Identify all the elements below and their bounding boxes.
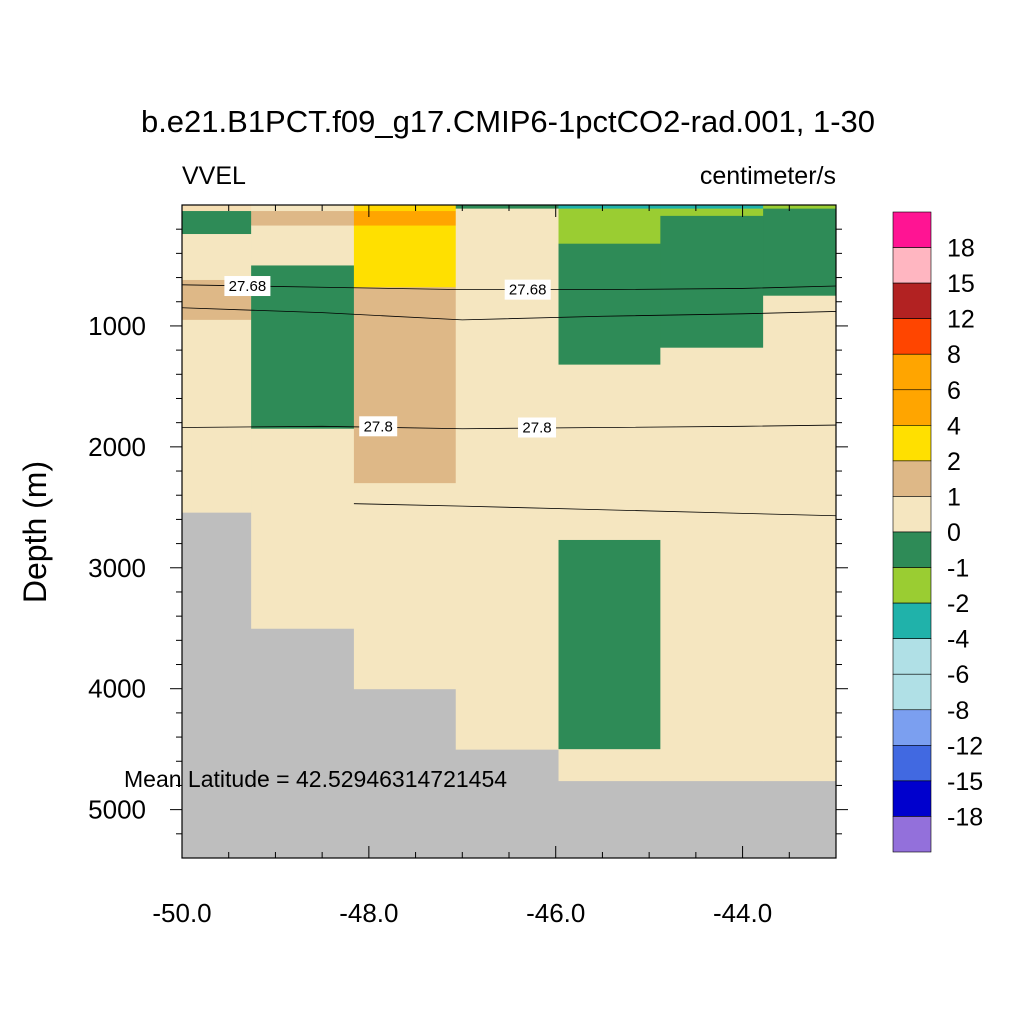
density-contours: 27.68 27.68 27.8 27.8 — [181, 276, 837, 517]
colorbar-label: 1 — [947, 483, 961, 511]
heatmap-cell — [251, 205, 355, 212]
colorbar-label: -4 — [947, 626, 969, 654]
y-axis-label: Depth (m) — [17, 461, 53, 603]
heatmap-cell — [763, 208, 837, 297]
colorbar-label: -2 — [947, 590, 969, 618]
colorbar-swatch — [892, 673, 932, 711]
heatmap-cell — [558, 208, 661, 245]
y-tick-label: 3000 — [88, 553, 146, 583]
contour-line — [181, 307, 837, 321]
colorbar-label: 0 — [947, 519, 961, 547]
colorbar-swatch — [892, 567, 932, 604]
heatmap-cell — [763, 205, 837, 210]
colorbar-swatch — [892, 353, 932, 391]
colorbar-label: 8 — [947, 341, 961, 369]
colorbar-swatch — [892, 531, 932, 568]
heatmap-cell — [558, 364, 661, 541]
heatmap-cell — [251, 428, 355, 629]
contour-label-box — [504, 279, 551, 300]
colorbar-label: -18 — [947, 803, 983, 831]
colorbar-swatch — [892, 425, 932, 462]
colorbar-label: -1 — [947, 555, 969, 583]
contour-label-box — [359, 416, 398, 437]
colorbar-label: 6 — [947, 377, 961, 405]
colorbar-swatch — [892, 247, 932, 284]
colorbar-swatch — [892, 318, 932, 355]
colorbar-label: -12 — [947, 732, 983, 760]
heatmap-cell — [251, 211, 355, 227]
x-tick-label: -44.0 — [713, 898, 772, 928]
heatmap-cell — [353, 225, 457, 288]
x-tick-label: -48.0 — [339, 898, 398, 928]
units-label: centimeter/s — [700, 162, 836, 190]
heatmap-cell — [353, 205, 457, 212]
contour-line — [353, 503, 837, 517]
heatmap-cell — [660, 347, 764, 782]
colorbar-swatch — [892, 496, 932, 533]
heatmap-cell — [763, 295, 837, 782]
axes: -50.0 -48.0 -46.0 -44.0 1000 2000 3000 4000 5000 — [88, 204, 848, 928]
heatmap-cell — [558, 243, 661, 366]
y-tick-label: 1000 — [88, 311, 146, 341]
contour-label: 27.8 — [522, 420, 551, 437]
heatmap-cell — [353, 483, 457, 690]
colorbar: 18 15 12 8 6 4 2 1 0 -1 -2 -4 -6 -8 -12 -15 -18 — [892, 211, 983, 853]
contour-label: 27.8 — [364, 418, 393, 435]
colorbar-swatch — [892, 460, 932, 497]
colorbar-label: 2 — [947, 448, 961, 476]
contour-label-box — [518, 417, 557, 438]
heatmap-cells — [182, 205, 837, 858]
contour-label: 27.68 — [509, 282, 547, 299]
colorbar-swatch — [892, 602, 932, 639]
contour-label: 27.68 — [229, 278, 267, 295]
contour-label-box — [224, 276, 271, 297]
colorbar-swatch — [892, 745, 932, 782]
heatmap-cell — [660, 208, 764, 217]
heatmap-cell — [182, 319, 252, 513]
x-tick-label: -50.0 — [152, 898, 211, 928]
heatmap-cell — [353, 211, 457, 227]
colorbar-label: 18 — [947, 235, 975, 263]
colorbar-label: -8 — [947, 697, 969, 725]
colorbar-swatch — [892, 709, 932, 746]
colorbar-swatch — [892, 638, 932, 675]
mean-latitude-annotation: Mean Latitude = 42.52946314721454 — [124, 766, 507, 792]
heatmap-cell — [353, 287, 457, 484]
colorbar-label: -6 — [947, 661, 969, 689]
heatmap-cell — [558, 749, 661, 782]
colorbar-swatch — [892, 282, 932, 319]
colorbar-swatch — [892, 816, 932, 853]
colorbar-swatch — [892, 211, 932, 248]
heatmap-cell — [558, 539, 661, 750]
variable-label: VVEL — [182, 162, 246, 190]
heatmap-cell — [182, 205, 252, 212]
heatmap-cell — [660, 205, 764, 210]
y-tick-label: 4000 — [88, 674, 146, 704]
colorbar-label: 12 — [947, 306, 975, 334]
x-tick-label: -46.0 — [526, 898, 585, 928]
heatmap-cell — [558, 205, 661, 210]
heatmap-cell — [251, 225, 355, 266]
colorbar-label: 15 — [947, 270, 975, 298]
heatmap-cell — [660, 215, 764, 349]
colorbar-swatch — [892, 780, 932, 817]
heatmap-cell — [182, 211, 252, 235]
heatmap-cell — [455, 205, 560, 210]
colorbar-swatch — [892, 389, 932, 426]
heatmap-cell — [182, 234, 252, 281]
colorbar-label: -15 — [947, 768, 983, 796]
colorbar-label: 4 — [947, 412, 961, 440]
y-tick-label: 5000 — [88, 795, 146, 825]
chart-title: b.e21.B1PCT.f09_g17.CMIP6-1pctCO2-rad.00… — [141, 104, 875, 139]
y-tick-label: 2000 — [88, 432, 146, 462]
